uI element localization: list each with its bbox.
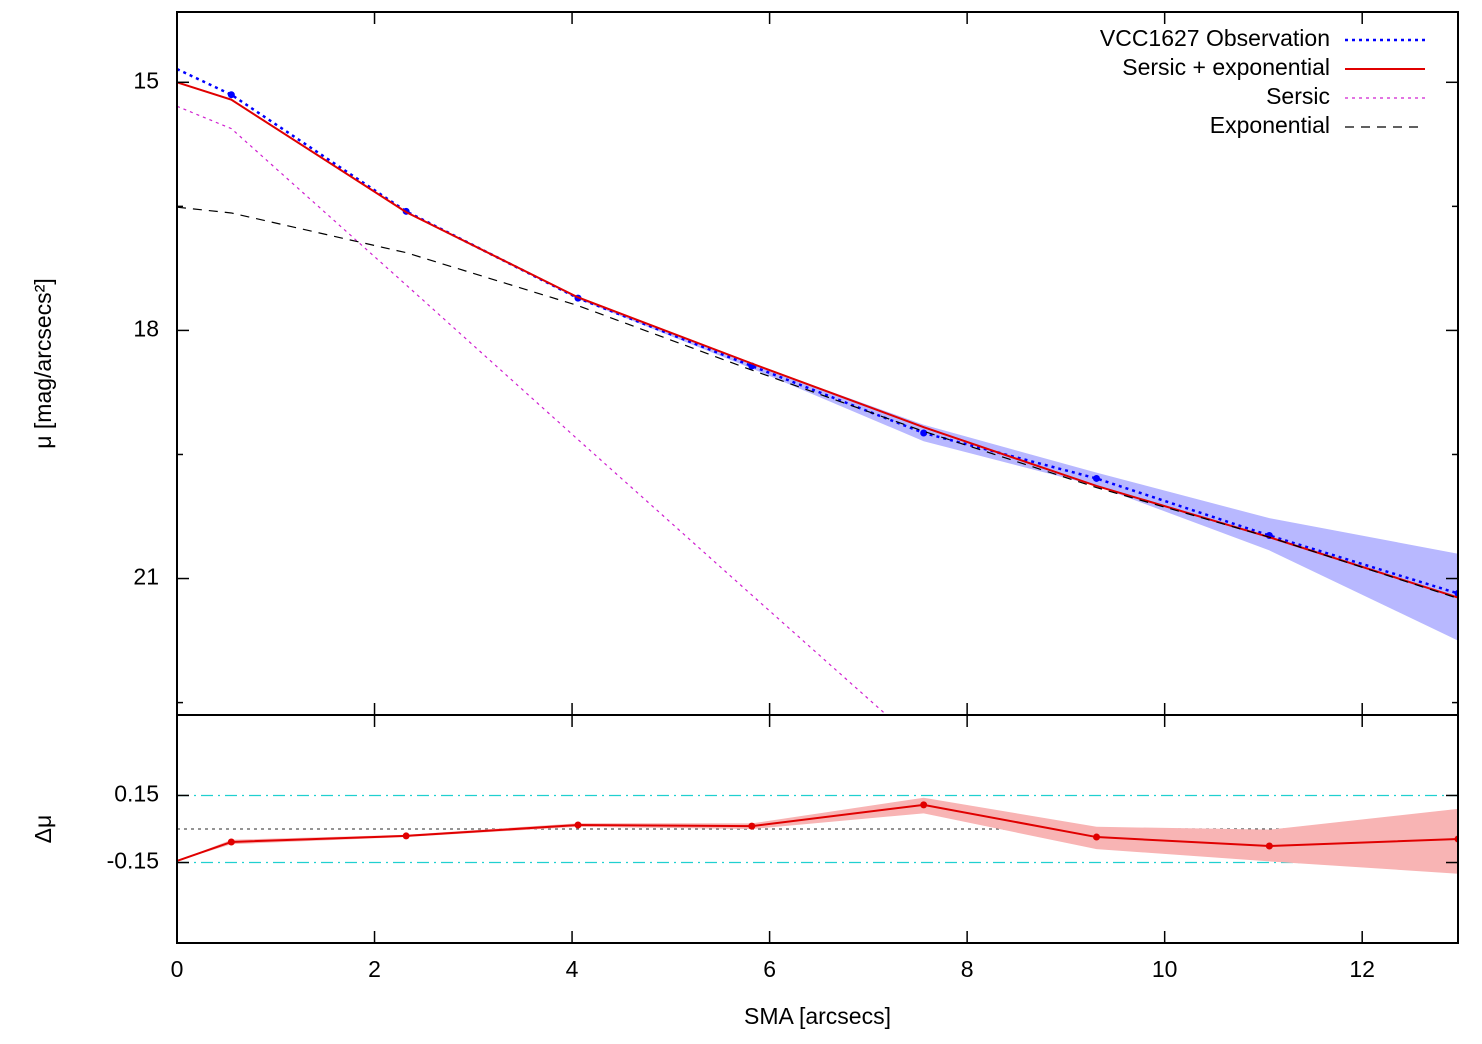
y-tick-label: 21 bbox=[133, 564, 159, 590]
y-axis-label: Δμ bbox=[30, 815, 56, 844]
error-band bbox=[177, 69, 1458, 641]
data-point bbox=[1093, 833, 1101, 841]
legend-label: Exponential bbox=[1210, 112, 1330, 138]
y-tick-label: 18 bbox=[133, 315, 159, 341]
series-line bbox=[177, 67, 1458, 595]
x-tick-label: 10 bbox=[1152, 956, 1178, 982]
x-axis-label: SMA [arcsecs] bbox=[744, 1003, 891, 1029]
data-point bbox=[227, 838, 235, 846]
data-point bbox=[227, 91, 235, 99]
error-band bbox=[177, 797, 1458, 874]
y-tick-label: 15 bbox=[133, 67, 159, 93]
data-point bbox=[920, 429, 928, 437]
x-tick-label: 4 bbox=[566, 956, 579, 982]
plot-area bbox=[177, 67, 1458, 715]
data-point bbox=[920, 801, 928, 809]
data-point bbox=[1093, 474, 1101, 482]
x-tick-label: 6 bbox=[763, 956, 776, 982]
plot-frame bbox=[176, 714, 1459, 944]
legend-label: Sersic bbox=[1266, 83, 1330, 109]
x-tick-label: 0 bbox=[171, 956, 184, 982]
data-point bbox=[574, 821, 582, 829]
legend-label: VCC1627 Observation bbox=[1100, 25, 1330, 51]
x-tick-label: 12 bbox=[1349, 956, 1375, 982]
series-line bbox=[177, 81, 1458, 599]
plot-area bbox=[177, 794, 1458, 874]
x-tick-label: 2 bbox=[368, 956, 381, 982]
series-line bbox=[177, 206, 1458, 599]
y-tick-label: 0.15 bbox=[114, 781, 159, 807]
data-point bbox=[1265, 842, 1273, 850]
y-tick-label: -0.15 bbox=[107, 848, 159, 874]
legend-label: Sersic + exponential bbox=[1122, 54, 1330, 80]
series-line bbox=[177, 105, 888, 715]
x-tick-label: 8 bbox=[961, 956, 974, 982]
y-axis-label: μ [mag/arcsecs²] bbox=[30, 278, 56, 448]
data-point bbox=[748, 822, 756, 830]
data-point bbox=[402, 832, 410, 840]
